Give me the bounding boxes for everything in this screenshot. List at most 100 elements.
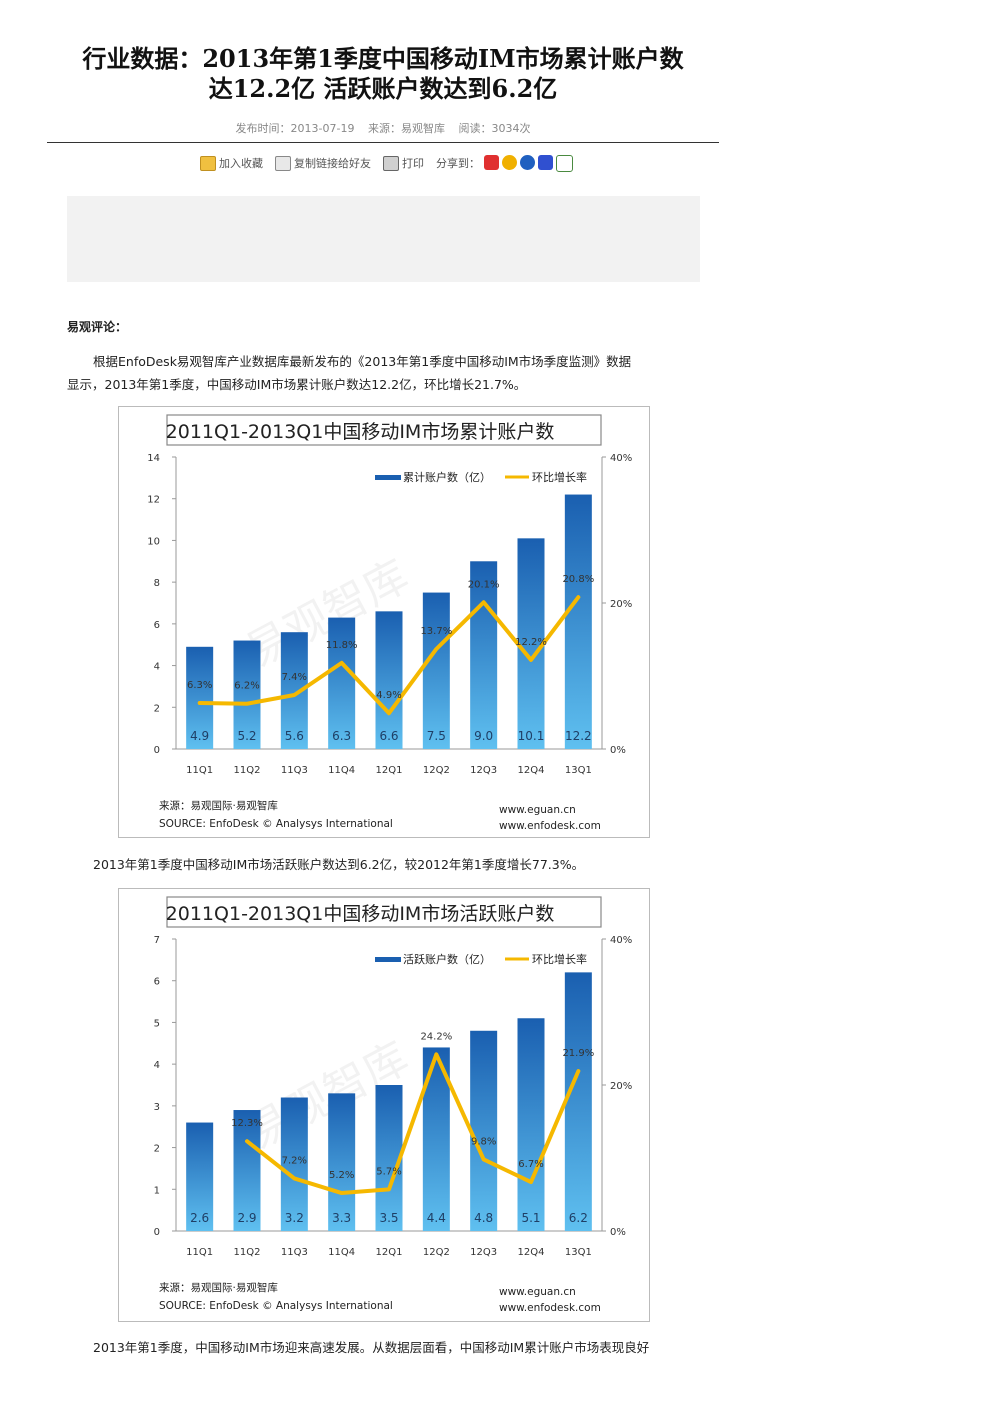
chart-active-accounts-svg: 2011Q1-2013Q1中国移动IM市场活跃账户数易观智库012345670%… [154, 896, 632, 1314]
bar-value-label: 12.2 [565, 729, 592, 743]
source: 来源：易观智库 [367, 122, 445, 135]
qzone-share-icon[interactable] [502, 154, 517, 170]
article-title-line2: 达12.2亿 活跃账户数达到6.2亿 [208, 74, 558, 103]
growth-rate-label: 7.2% [282, 1155, 307, 1166]
growth-rate-label: 6.3% [187, 680, 212, 691]
growth-rate-label: 20.8% [562, 574, 594, 585]
bar-13Q1 [564, 494, 592, 749]
growth-rate-label: 6.2% [234, 681, 259, 692]
y-tick-label: 14 [147, 453, 160, 464]
x-tick-label: 12Q1 [376, 1247, 403, 1258]
bar-value-label: 6.6 [379, 729, 398, 743]
bar-value-label: 9.0 [474, 729, 493, 743]
y-tick-label: 1 [154, 1185, 160, 1196]
y2-tick-label: 0% [610, 1227, 626, 1238]
chart-title: 2011Q1-2013Q1中国移动IM市场活跃账户数 [166, 903, 555, 925]
bar-value-label: 4.8 [474, 1211, 493, 1225]
x-tick-label: 13Q1 [565, 765, 592, 776]
legend-bar-swatch [375, 957, 401, 962]
growth-rate-label: 7.4% [282, 672, 307, 683]
y-tick-label: 2 [154, 703, 160, 714]
title-divider [47, 142, 719, 143]
chart-active-accounts: 2011Q1-2013Q1中国移动IM市场活跃账户数 易观智库 0 1 2 3 4 5 6 7 0%… [118, 888, 650, 1322]
weibo-share-icon[interactable] [484, 154, 499, 170]
y-tick-label: 8 [154, 578, 160, 589]
y-tick-label: 4 [154, 1060, 160, 1071]
growth-rate-label: 21.9% [562, 1048, 594, 1059]
chart-url-eguan: www.eguan.cn [499, 1286, 576, 1298]
baidu-share-icon[interactable] [538, 154, 553, 170]
share-to-label: 分享到： [436, 157, 480, 170]
y-tick-label: 2 [154, 1144, 160, 1155]
x-tick-label: 11Q4 [328, 765, 355, 776]
growth-rate-line [245, 1052, 581, 1196]
chart-source-en: SOURCE: EnfoDesk © Analysys Internationa… [159, 1300, 393, 1312]
growth-rate-label: 6.7% [518, 1159, 543, 1170]
x-tick-label: 11Q2 [234, 765, 261, 776]
y-tick-label: 0 [154, 1227, 160, 1238]
y2-tick-label: 20% [610, 599, 632, 610]
x-tick-label: 11Q3 [281, 1247, 308, 1258]
chart-source-cn: 来源：易观国际·易观智库 [159, 1281, 278, 1294]
legend-bar-label: 活跃账户数（亿） [403, 952, 491, 966]
print-label: 打印 [402, 157, 424, 170]
x-tick-label: 11Q1 [186, 765, 213, 776]
paragraph-1: 根据EnfoDesk易观智库产业数据库最新发布的《2013年第1季度中国移动IM… [67, 350, 707, 396]
bar-11Q4 [328, 617, 356, 749]
article-title: 行业数据：2013年第1季度中国移动IM市场累计账户数 达12.2亿 活跃账户数… [47, 44, 719, 104]
article-title-line1: 行业数据：2013年第1季度中国移动IM市场累计账户数 [82, 44, 684, 73]
bar-value-label: 5.1 [521, 1211, 540, 1225]
printer-icon [383, 155, 399, 171]
bar-12Q3 [470, 1030, 498, 1231]
chart-source-en: SOURCE: EnfoDesk © Analysys Internationa… [159, 818, 393, 830]
paragraph-1-line2: 显示，2013年第1季度，中国移动IM市场累计账户数达12.2亿，环比增长21.… [67, 377, 527, 392]
bar-value-label: 2.9 [237, 1211, 256, 1225]
renren-share-icon[interactable] [520, 154, 535, 170]
bar-12Q4 [517, 1018, 545, 1231]
growth-rate-label: 11.8% [326, 640, 358, 651]
bar-value-label: 5.2 [237, 729, 256, 743]
chart-title: 2011Q1-2013Q1中国移动IM市场累计账户数 [166, 421, 555, 443]
print-button[interactable]: 打印 [383, 155, 424, 171]
bar-13Q1 [564, 972, 592, 1231]
bar-11Q3 [280, 1097, 308, 1231]
x-tick-label: 12Q2 [423, 765, 450, 776]
paragraph-2: 2013年第1季度中国移动IM市场活跃账户数达到6.2亿，较2012年第1季度增… [93, 857, 585, 872]
y-tick-label: 5 [154, 1018, 160, 1029]
x-tick-label: 11Q1 [186, 1247, 213, 1258]
y-tick-label: 10 [147, 536, 160, 547]
favorite-label: 加入收藏 [219, 157, 263, 170]
y-tick-label: 12 [147, 495, 160, 506]
bar-value-label: 6.2 [569, 1211, 588, 1225]
google-share-icon[interactable] [556, 154, 573, 172]
y2-tick-label: 0% [610, 745, 626, 756]
bar-value-label: 6.3 [332, 729, 351, 743]
copy-link-button[interactable]: 复制链接给好友 [275, 155, 371, 171]
bar-value-label: 4.4 [427, 1211, 446, 1225]
bar-12Q2 [422, 592, 450, 749]
growth-rate-label: 13.7% [420, 626, 452, 637]
growth-rate-label: 24.2% [420, 1031, 452, 1042]
y-tick-label: 7 [154, 935, 160, 946]
chart-total-accounts: 2011Q1-2013Q1中国移动IM市场累计账户数 易观智库 0 2 4 6 8 10 12 1… [118, 406, 650, 838]
favorite-link[interactable]: 加入收藏 [200, 155, 263, 171]
bar-11Q1 [186, 646, 214, 749]
x-tick-label: 11Q4 [328, 1247, 355, 1258]
bar-value-label: 7.5 [427, 729, 446, 743]
bar-12Q1 [375, 611, 403, 749]
bar-11Q1 [186, 1122, 214, 1231]
paragraph-3: 2013年第1季度，中国移动IM市场迎来高速发展。从数据层面看，中国移动IM累计… [93, 1340, 650, 1355]
chart-source-cn: 来源：易观国际·易观智库 [159, 799, 278, 812]
x-tick-label: 12Q4 [518, 1247, 545, 1258]
y2-tick-label: 40% [610, 453, 632, 464]
x-tick-label: 11Q2 [234, 1247, 261, 1258]
legend-bar-swatch [375, 475, 401, 480]
share-icons [484, 154, 573, 172]
bar-12Q3 [470, 561, 498, 749]
bar-11Q4 [328, 1093, 356, 1231]
y-tick-label: 3 [154, 1102, 160, 1113]
bar-value-label: 10.1 [518, 729, 545, 743]
y2-tick-label: 40% [610, 935, 632, 946]
x-tick-label: 12Q1 [376, 765, 403, 776]
bar-value-label: 4.9 [190, 729, 209, 743]
